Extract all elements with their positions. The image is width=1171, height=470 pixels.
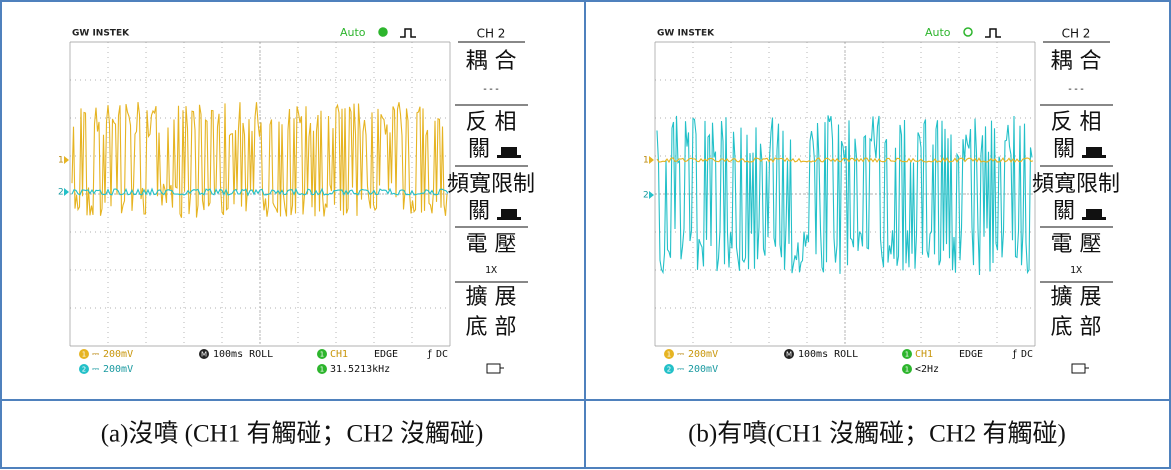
badge-label: 1	[82, 351, 86, 359]
coupling-icon: ⎓	[92, 365, 99, 375]
brand: GW INSTEK	[72, 29, 130, 39]
figure: GW INSTEKAutoCH 2耦 合---反 相關頻寬限制關電 壓1X擴 展…	[0, 0, 1171, 470]
badge-label: 1	[320, 351, 324, 359]
ch1-scale: 200mV	[688, 349, 718, 360]
trigger-source: CH1	[330, 349, 348, 360]
badge-label: 1	[905, 351, 909, 359]
menu-item: 底 部	[466, 315, 517, 340]
coupling-icon: ⎓	[677, 350, 684, 360]
badge-label: 1	[667, 351, 671, 359]
brand: GW INSTEK	[657, 29, 715, 39]
channel-marker: 1	[58, 156, 64, 166]
menu-item: ---	[1067, 84, 1085, 95]
menu-item: 底 部	[1051, 315, 1102, 340]
badge-label: M	[786, 351, 792, 359]
timebase: 100ms ROLL	[213, 349, 273, 360]
coupling: DC	[1021, 349, 1033, 360]
trigger-mode: Auto	[340, 26, 366, 39]
menu-item: 1X	[1070, 265, 1082, 276]
trigger-type: EDGE	[959, 349, 983, 360]
menu-item: 反 相	[466, 110, 517, 135]
menu-item: 頻寬限制	[447, 172, 535, 197]
coupling: DC	[436, 349, 448, 360]
ch1-scale: 200mV	[103, 349, 133, 360]
channel-marker: 1	[643, 156, 649, 166]
scope-screen	[65, 22, 530, 382]
caption: (b)有噴(CH1 沒觸碰；CH2 有觸碰)	[688, 420, 1066, 448]
menu-channel: CH 2	[1062, 27, 1091, 41]
channel-marker: 2	[643, 191, 649, 201]
menu-item: 擴 展	[1051, 285, 1102, 310]
ch2-scale: 200mV	[103, 364, 133, 375]
trigger-indicator	[379, 28, 387, 36]
badge-label: M	[201, 351, 207, 359]
menu-item: 耦 合	[1051, 49, 1102, 74]
trigger-mode: Auto	[925, 26, 951, 39]
menu-item: ---	[482, 84, 500, 95]
menu-item: 1X	[485, 265, 497, 276]
menu-item: 反 相	[1051, 110, 1102, 135]
page: {"panels": [ {"brand": "GW INSTEK", "tri…	[0, 0, 1171, 470]
scope-screen	[650, 22, 1115, 382]
menu-item: 擴 展	[466, 285, 517, 310]
channel-marker: 2	[58, 188, 64, 198]
coupling-icon: ⎓	[677, 365, 684, 375]
menu-item: 電 壓	[1051, 232, 1102, 257]
caption: (a)沒噴 (CH1 有觸碰；CH2 沒觸碰)	[101, 420, 484, 448]
menu-item: 關	[468, 137, 490, 162]
trigger-type: EDGE	[374, 349, 398, 360]
coupling-icon: ⎓	[92, 350, 99, 360]
badge-label: 2	[667, 366, 671, 374]
timebase: 100ms ROLL	[798, 349, 858, 360]
badge-label: 1	[320, 366, 324, 374]
frequency: 31.5213kHz	[330, 364, 390, 375]
menu-item: 電 壓	[466, 232, 517, 257]
menu-item: 關	[1053, 199, 1075, 224]
menu-item: 關	[1053, 137, 1075, 162]
slope-icon: ƒ	[427, 349, 432, 360]
menu-item: 耦 合	[466, 49, 517, 74]
trigger-indicator	[964, 28, 972, 36]
frequency: <2Hz	[915, 364, 939, 375]
ch2-scale: 200mV	[688, 364, 718, 375]
menu-item: 頻寬限制	[1032, 172, 1120, 197]
badge-label: 1	[905, 366, 909, 374]
badge-label: 2	[82, 366, 86, 374]
slope-icon: ƒ	[1012, 349, 1017, 360]
menu-channel: CH 2	[477, 27, 506, 41]
menu-item: 關	[468, 199, 490, 224]
trigger-source: CH1	[915, 349, 933, 360]
